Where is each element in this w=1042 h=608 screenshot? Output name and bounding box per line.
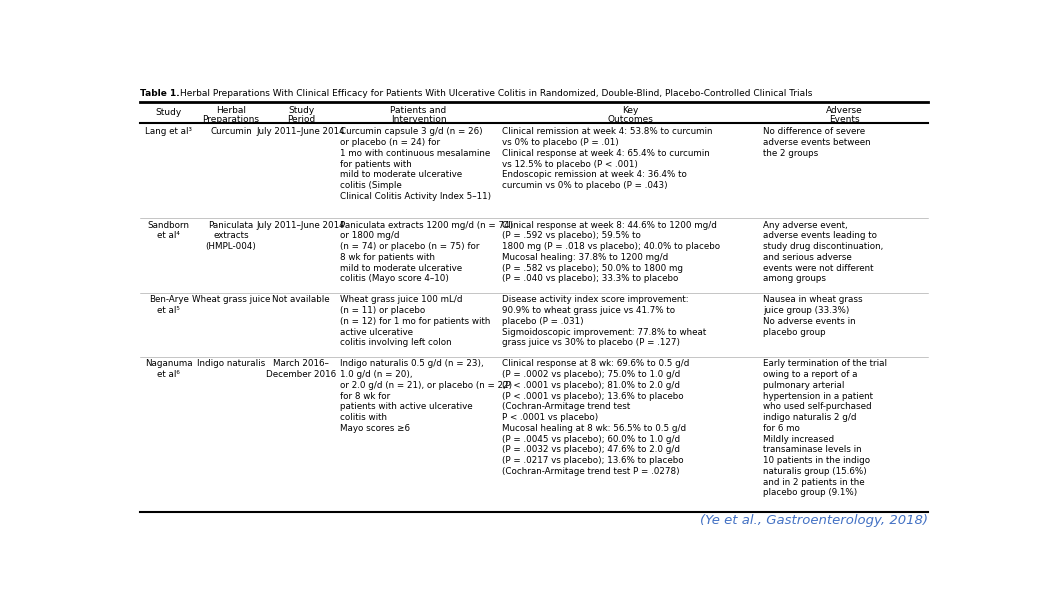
Text: Wheat grass juice 100 mL/d
(n = 11) or placebo
(n = 12) for 1 mo for patients wi: Wheat grass juice 100 mL/d (n = 11) or p…: [340, 295, 491, 347]
Text: Events: Events: [829, 116, 860, 124]
Text: Early termination of the trial
owing to a report of a
pulmonary arterial
hyperte: Early termination of the trial owing to …: [764, 359, 888, 497]
Text: (Ye et al., Gastroenterology, 2018): (Ye et al., Gastroenterology, 2018): [700, 514, 928, 527]
Text: Sandborn
et al⁴: Sandborn et al⁴: [148, 221, 190, 240]
Text: Table 1.: Table 1.: [140, 89, 179, 98]
Text: No difference of severe
adverse events between
the 2 groups: No difference of severe adverse events b…: [764, 127, 871, 157]
Text: Period: Period: [287, 116, 316, 124]
Text: Herbal Preparations With Clinical Efficacy for Patients With Ulcerative Colitis : Herbal Preparations With Clinical Effica…: [180, 89, 813, 98]
Text: Naganuma
et al⁶: Naganuma et al⁶: [145, 359, 193, 379]
Text: Any adverse event,
adverse events leading to
study drug discontinuation,
and ser: Any adverse event, adverse events leadin…: [764, 221, 884, 283]
Text: Paniculata
extracts
(HMPL-004): Paniculata extracts (HMPL-004): [205, 221, 256, 251]
Text: Not available: Not available: [272, 295, 330, 305]
Text: July 2011–June 2014: July 2011–June 2014: [256, 127, 346, 136]
Text: July 2011–June 2014: July 2011–June 2014: [256, 221, 346, 230]
Text: Lang et al³: Lang et al³: [145, 127, 192, 136]
Text: Herbal: Herbal: [216, 106, 246, 115]
Text: Preparations: Preparations: [202, 116, 259, 124]
Text: Wheat grass juice: Wheat grass juice: [192, 295, 270, 305]
Text: Nausea in wheat grass
juice group (33.3%)
No adverse events in
placebo group: Nausea in wheat grass juice group (33.3%…: [764, 295, 863, 337]
Text: Clinical remission at week 4: 53.8% to curcumin
vs 0% to placebo (P = .01)
Clini: Clinical remission at week 4: 53.8% to c…: [502, 127, 713, 190]
Text: Disease activity index score improvement:
90.9% to wheat grass juice vs 41.7% to: Disease activity index score improvement…: [502, 295, 706, 347]
Text: Paniculata extracts 1200 mg/d (n = 74)
or 1800 mg/d
(n = 74) or placebo (n = 75): Paniculata extracts 1200 mg/d (n = 74) o…: [340, 221, 514, 283]
Text: Study: Study: [155, 108, 182, 117]
Text: Outcomes: Outcomes: [607, 116, 653, 124]
Text: Adverse: Adverse: [826, 106, 863, 115]
Text: Patients and: Patients and: [391, 106, 447, 115]
Text: Study: Study: [288, 106, 315, 115]
Text: Indigo naturalis 0.5 g/d (n = 23),
1.0 g/d (n = 20),
or 2.0 g/d (n = 21), or pla: Indigo naturalis 0.5 g/d (n = 23), 1.0 g…: [340, 359, 513, 433]
Text: Intervention: Intervention: [391, 116, 446, 124]
Text: March 2016–
December 2016: March 2016– December 2016: [266, 359, 337, 379]
Text: Curcumin: Curcumin: [210, 127, 252, 136]
Text: Ben-Arye
et al⁵: Ben-Arye et al⁵: [149, 295, 189, 315]
Text: Clinical response at 8 wk: 69.6% to 0.5 g/d
(P = .0002 vs placebo); 75.0% to 1.0: Clinical response at 8 wk: 69.6% to 0.5 …: [502, 359, 689, 476]
Text: Indigo naturalis: Indigo naturalis: [197, 359, 265, 368]
Text: Key: Key: [622, 106, 639, 115]
Text: Clinical response at week 8: 44.6% to 1200 mg/d
(P = .592 vs placebo); 59.5% to
: Clinical response at week 8: 44.6% to 12…: [502, 221, 720, 283]
Text: Curcumin capsule 3 g/d (n = 26)
or placebo (n = 24) for
1 mo with continuous mes: Curcumin capsule 3 g/d (n = 26) or place…: [340, 127, 492, 201]
